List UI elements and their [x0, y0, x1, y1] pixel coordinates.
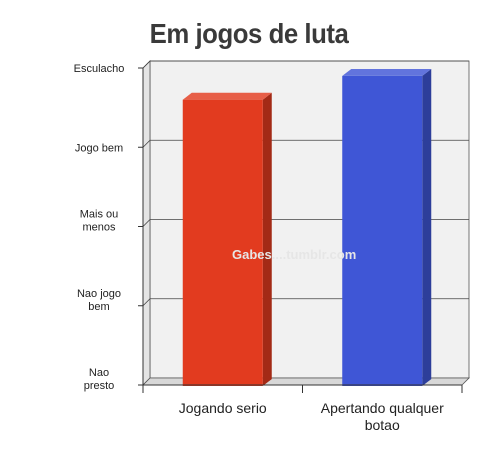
x-category-label: Jogando serio: [179, 400, 267, 416]
y-tick-label: Mais ou menos: [80, 209, 119, 234]
y-tick-label: Esculacho: [74, 63, 125, 75]
x-category-label-line: Jogando serio: [179, 400, 267, 416]
bar: [182, 99, 263, 386]
chart-title: Em jogos de luta: [149, 18, 349, 49]
y-tick-label: Jogo bem: [75, 142, 123, 154]
y-tick-label: Nao presto: [84, 367, 115, 392]
bar-side: [422, 69, 432, 386]
bar-top: [342, 69, 432, 76]
y-tick-label-line: Nao: [89, 367, 109, 379]
x-category-label-line: botao: [365, 417, 400, 433]
bar-side: [262, 92, 272, 387]
y-tick-label-line: Mais ou: [80, 209, 119, 221]
x-category-label: Apertando qualquer botao: [321, 400, 444, 433]
gridline: [142, 60, 469, 69]
y-tick-label-line: Nao jogo: [77, 288, 121, 300]
bar: [342, 75, 423, 387]
y-tick-label-line: presto: [84, 380, 115, 392]
y-tick-label: Nao jogo bem: [77, 288, 121, 313]
x-axis-labels: Jogando serio Apertando qualquer botao: [142, 384, 463, 433]
x-category-label-line: Apertando qualquer: [321, 400, 444, 416]
y-tick-label-line: Jogo bem: [75, 142, 123, 154]
bar-top: [182, 92, 272, 100]
y-axis-ticks: Esculacho Jogo bem Mais ou menos Nao jogo bem…: [74, 63, 144, 393]
y-tick-label-line: bem: [88, 301, 109, 313]
watermark-text: Gabes....tumblr.com: [232, 247, 356, 262]
bars: [182, 69, 432, 387]
y-tick-label-line: Esculacho: [74, 63, 125, 75]
y-tick-label-line: menos: [82, 222, 116, 234]
